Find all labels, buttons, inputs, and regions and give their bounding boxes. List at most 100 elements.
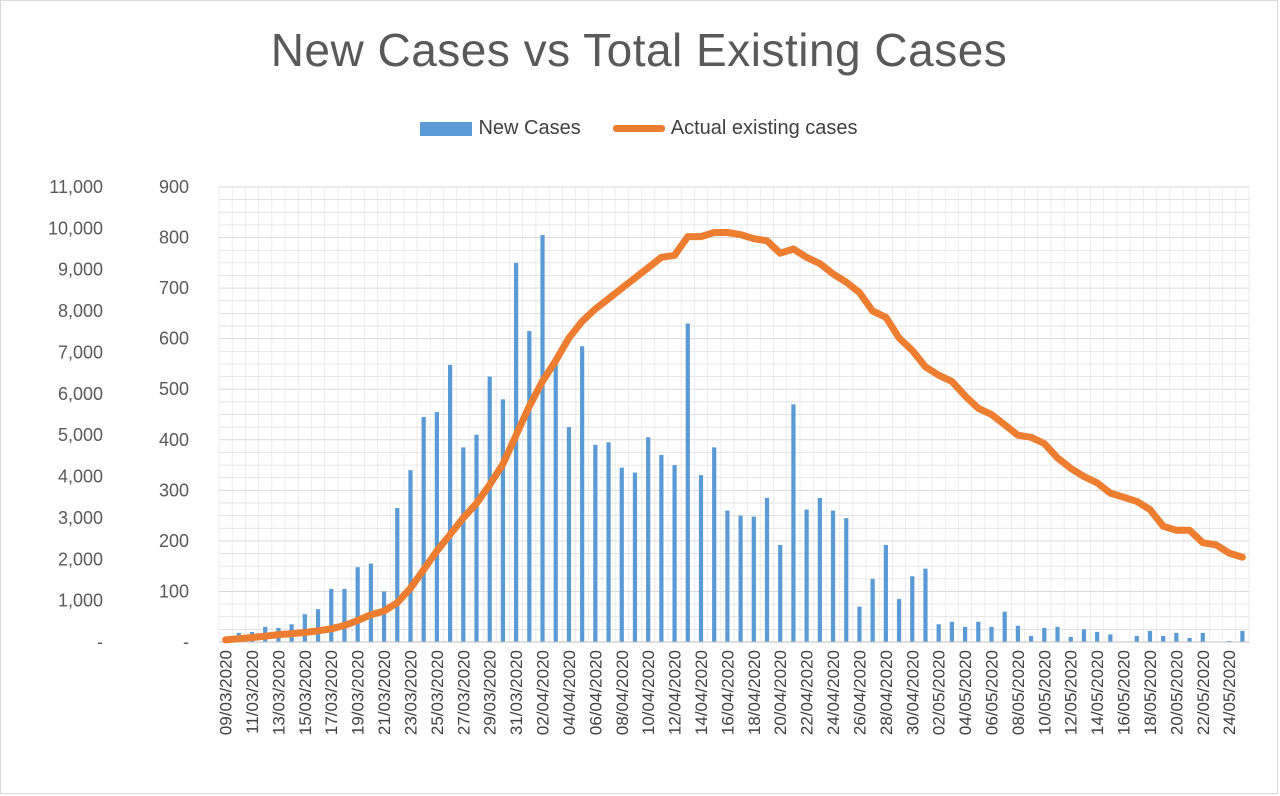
- bar-new-cases: [566, 427, 572, 642]
- bar-new-cases: [1147, 630, 1153, 642]
- x-tick-label: 04/04/2020: [560, 650, 579, 735]
- x-tick-label: 10/04/2020: [639, 650, 658, 735]
- bar-new-cases: [870, 578, 875, 642]
- x-tick-label: 30/04/2020: [903, 650, 922, 735]
- bar-new-cases: [989, 626, 994, 642]
- bar-new-cases: [685, 323, 690, 642]
- y-left-tick-label: 3,000: [58, 508, 103, 528]
- bar-new-cases: [1055, 626, 1060, 642]
- x-tick-label: 20/04/2020: [771, 650, 790, 735]
- legend-swatch-existing-cases: [612, 125, 665, 132]
- y-right-tick-label: -: [183, 632, 189, 652]
- x-tick-label: 28/04/2020: [877, 650, 896, 735]
- bar-new-cases: [764, 497, 770, 642]
- x-tick-label: 02/05/2020: [930, 650, 949, 735]
- x-tick-label: 23/03/2020: [401, 650, 420, 735]
- bar-new-cases: [1015, 625, 1021, 642]
- bar-new-cases: [910, 576, 915, 642]
- x-tick-label: 14/04/2020: [692, 650, 711, 735]
- bar-new-cases: [527, 331, 532, 642]
- legend-label-new-cases: New Cases: [478, 117, 581, 139]
- bar-new-cases: [712, 447, 717, 642]
- bar-new-cases: [632, 472, 638, 642]
- x-tick-label: 25/03/2020: [428, 650, 447, 735]
- y-left-tick-label: 4,000: [58, 467, 103, 487]
- y-left-tick-label: 7,000: [58, 342, 103, 362]
- bar-new-cases: [1200, 632, 1205, 642]
- x-tick-label: 22/05/2020: [1194, 650, 1213, 735]
- legend-item-new-cases: New Cases: [420, 117, 581, 140]
- x-tick-label: 24/05/2020: [1220, 650, 1239, 735]
- x-tick-label: 11/03/2020: [243, 650, 262, 734]
- x-tick-label: 16/04/2020: [718, 650, 737, 735]
- bar-new-cases: [1174, 632, 1179, 642]
- bar-new-cases: [421, 417, 426, 642]
- bar-new-cases: [461, 447, 466, 642]
- x-tick-label: 09/03/2020: [217, 650, 236, 735]
- bar-new-cases: [1002, 611, 1007, 642]
- bar-new-cases: [553, 358, 558, 642]
- bar-new-cases: [817, 497, 822, 642]
- bar-new-cases: [474, 434, 479, 642]
- bar-new-cases: [698, 475, 704, 642]
- bar-new-cases: [606, 442, 611, 642]
- x-tick-label: 21/03/2020: [375, 650, 394, 735]
- bar-new-cases: [342, 588, 347, 642]
- bar-new-cases: [447, 364, 453, 642]
- bar-new-cases: [514, 262, 519, 642]
- x-tick-label: 24/04/2020: [824, 650, 843, 735]
- bar-new-cases: [302, 614, 307, 642]
- bar-new-cases: [487, 376, 492, 642]
- bar-new-cases: [355, 567, 360, 642]
- bar-new-cases: [976, 621, 981, 642]
- bar-new-cases: [580, 346, 585, 642]
- bar-new-cases: [830, 510, 836, 642]
- y-right-tick-label: 300: [159, 480, 189, 500]
- y-right-tick-label: 500: [159, 379, 189, 399]
- bar-new-cases: [751, 516, 756, 642]
- bar-new-cases: [1134, 635, 1139, 642]
- bar-new-cases: [804, 509, 809, 642]
- x-tick-label: 31/03/2020: [507, 650, 526, 735]
- y-left-tick-label: 10,000: [48, 218, 103, 238]
- bar-new-cases: [883, 544, 888, 642]
- bar-new-cases: [923, 568, 928, 642]
- bar-new-cases: [500, 399, 506, 642]
- x-tick-label: 20/05/2020: [1167, 650, 1186, 735]
- bar-new-cases: [962, 626, 968, 642]
- bar-new-cases: [778, 544, 783, 642]
- x-tick-label: 10/05/2020: [1035, 650, 1054, 735]
- y-left-tick-label: 5,000: [58, 425, 103, 445]
- y-right-tick-label: 600: [159, 329, 189, 349]
- x-tick-label: 15/03/2020: [296, 650, 315, 735]
- x-tick-label: 08/05/2020: [1009, 650, 1028, 735]
- x-tick-label: 06/04/2020: [586, 650, 605, 735]
- x-tick-label: 04/05/2020: [956, 650, 975, 735]
- bar-new-cases: [540, 235, 545, 642]
- bar-new-cases: [725, 510, 730, 642]
- bar-new-cases: [857, 606, 862, 642]
- bar-new-cases: [1042, 627, 1047, 642]
- bar-new-cases: [1081, 629, 1087, 642]
- bar-new-cases: [1068, 636, 1073, 642]
- x-tick-label: 29/03/2020: [481, 650, 500, 735]
- legend: New Cases Actual existing cases: [1, 117, 1277, 140]
- bar-new-cases: [329, 588, 334, 642]
- bar-new-cases: [1240, 630, 1245, 642]
- x-tick-label: 18/05/2020: [1141, 650, 1160, 735]
- bar-new-cases: [738, 515, 743, 642]
- legend-item-existing-cases: Actual existing cases: [612, 117, 858, 140]
- x-tick-label: 02/04/2020: [534, 650, 553, 735]
- bar-new-cases: [408, 470, 413, 642]
- bar-new-cases: [1187, 637, 1192, 642]
- bar-new-cases: [395, 508, 400, 642]
- x-tick-label: 06/05/2020: [983, 650, 1002, 735]
- x-tick-label: 26/04/2020: [850, 650, 869, 735]
- x-tick-label: 12/05/2020: [1062, 650, 1081, 735]
- x-tick-label: 14/05/2020: [1088, 650, 1107, 735]
- y-right-tick-label: 900: [159, 177, 189, 197]
- bar-new-cases: [593, 444, 598, 642]
- bar-new-cases: [896, 599, 902, 642]
- y-left-tick-label: 8,000: [58, 301, 103, 321]
